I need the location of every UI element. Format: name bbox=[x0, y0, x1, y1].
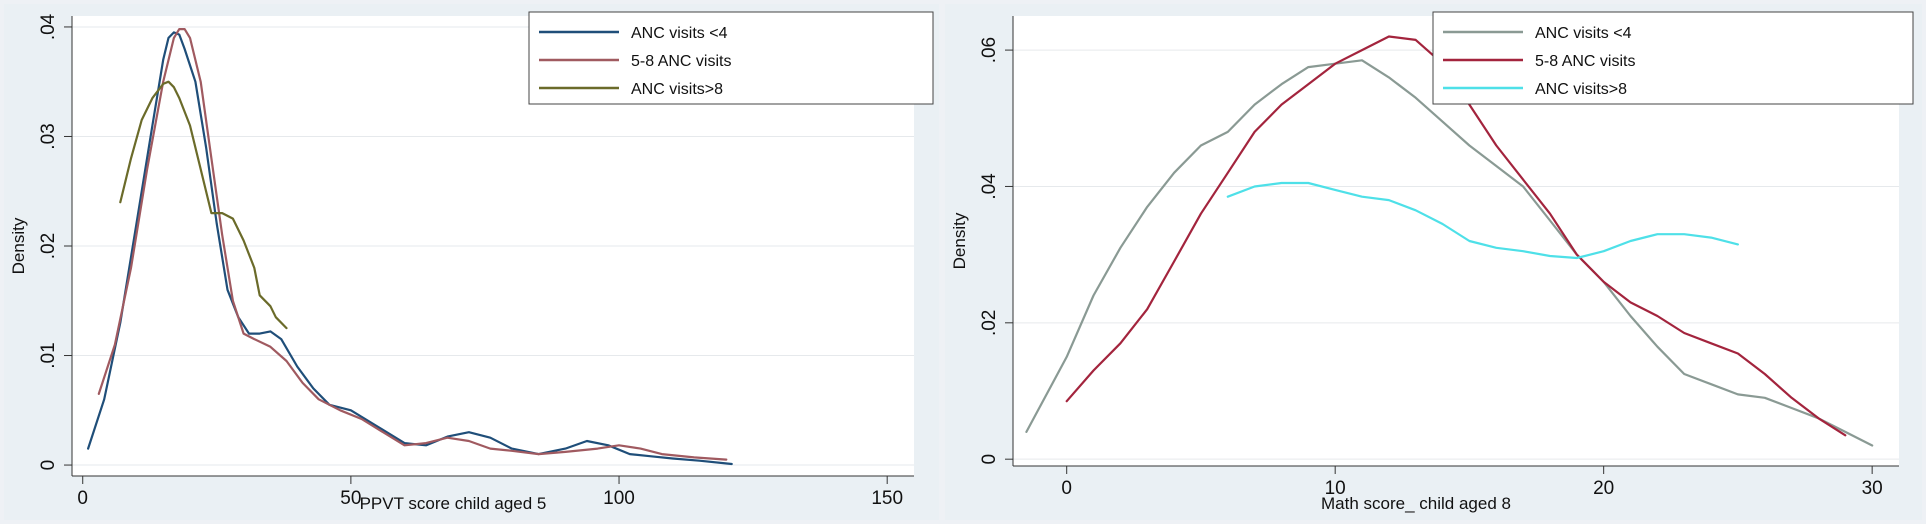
ppvt-series-line-anc-visits-4 bbox=[87, 31, 733, 466]
ppvt-density-chart: 0 .01 .02 .03 .04 0 50 100 150 PPVT score child a… bbox=[4, 4, 939, 520]
math-legend-label-5-8-anc-visits: 5-8 ANC visits bbox=[1535, 53, 1635, 70]
ppvt-series-line-anc-visits-8 bbox=[119, 80, 288, 330]
math-ytick-label-1: .02 bbox=[979, 310, 1000, 336]
ppvt-legend-label-5-8-anc-visits: 5-8 ANC visits bbox=[631, 53, 731, 70]
math-density-chart: 0 .02 .04 .06 0 10 20 30 Math score_ child aged … bbox=[945, 4, 1922, 520]
ppvt-chart-canvas: 0 .01 .02 .03 .04 0 50 100 150 PPVT score child a… bbox=[9, 11, 934, 513]
math-xtick-label-1: 10 bbox=[1325, 478, 1346, 499]
ppvt-ytick-label-2: .02 bbox=[38, 233, 59, 259]
ppvt-xtick-label-0: 0 bbox=[77, 488, 88, 509]
math-xtick-label-0: 0 bbox=[1061, 478, 1072, 499]
math-series-line-anc-visits-4 bbox=[1025, 59, 1874, 447]
ppvt-xtick-label-1: 50 bbox=[340, 488, 361, 509]
math-xtick-label-3: 30 bbox=[1862, 478, 1883, 499]
ppvt-x-axis-title: PPVT score child aged 5 bbox=[360, 494, 547, 513]
math-series-line-anc-visits-8 bbox=[1226, 181, 1739, 260]
math-y-axis-title: Density bbox=[950, 212, 969, 269]
ppvt-ytick-label-0: 0 bbox=[38, 460, 59, 471]
ppvt-ytick-label-1: .01 bbox=[38, 342, 59, 368]
ppvt-xtick-label-2: 100 bbox=[603, 488, 635, 509]
ppvt-legend-label-anc-visits-4: ANC visits <4 bbox=[631, 25, 728, 42]
ppvt-ytick-label-3: .03 bbox=[38, 123, 59, 149]
math-ytick-label-0: 0 bbox=[979, 454, 1000, 465]
ppvt-ytick-label-4: .04 bbox=[38, 13, 59, 40]
math-xtick-label-2: 20 bbox=[1593, 478, 1614, 499]
ppvt-legend-label-anc-visits-8: ANC visits>8 bbox=[631, 81, 723, 98]
math-legend-label-anc-visits-4: ANC visits <4 bbox=[1535, 25, 1632, 42]
math-x-axis-title: Math score_ child aged 8 bbox=[1321, 494, 1511, 513]
math-ytick-label-3: .06 bbox=[979, 37, 1000, 63]
ppvt-xtick-label-3: 150 bbox=[871, 488, 903, 509]
math-chart-canvas: 0 .02 .04 .06 0 10 20 30 Math score_ child aged … bbox=[950, 11, 1914, 513]
ppvt-y-axis-title: Density bbox=[9, 217, 28, 274]
math-legend-label-anc-visits-8: ANC visits>8 bbox=[1535, 81, 1627, 98]
math-ytick-label-2: .04 bbox=[979, 173, 1000, 200]
math-legend-box bbox=[1432, 11, 1914, 105]
ppvt-series-line-5-8-anc-visits bbox=[97, 28, 728, 461]
